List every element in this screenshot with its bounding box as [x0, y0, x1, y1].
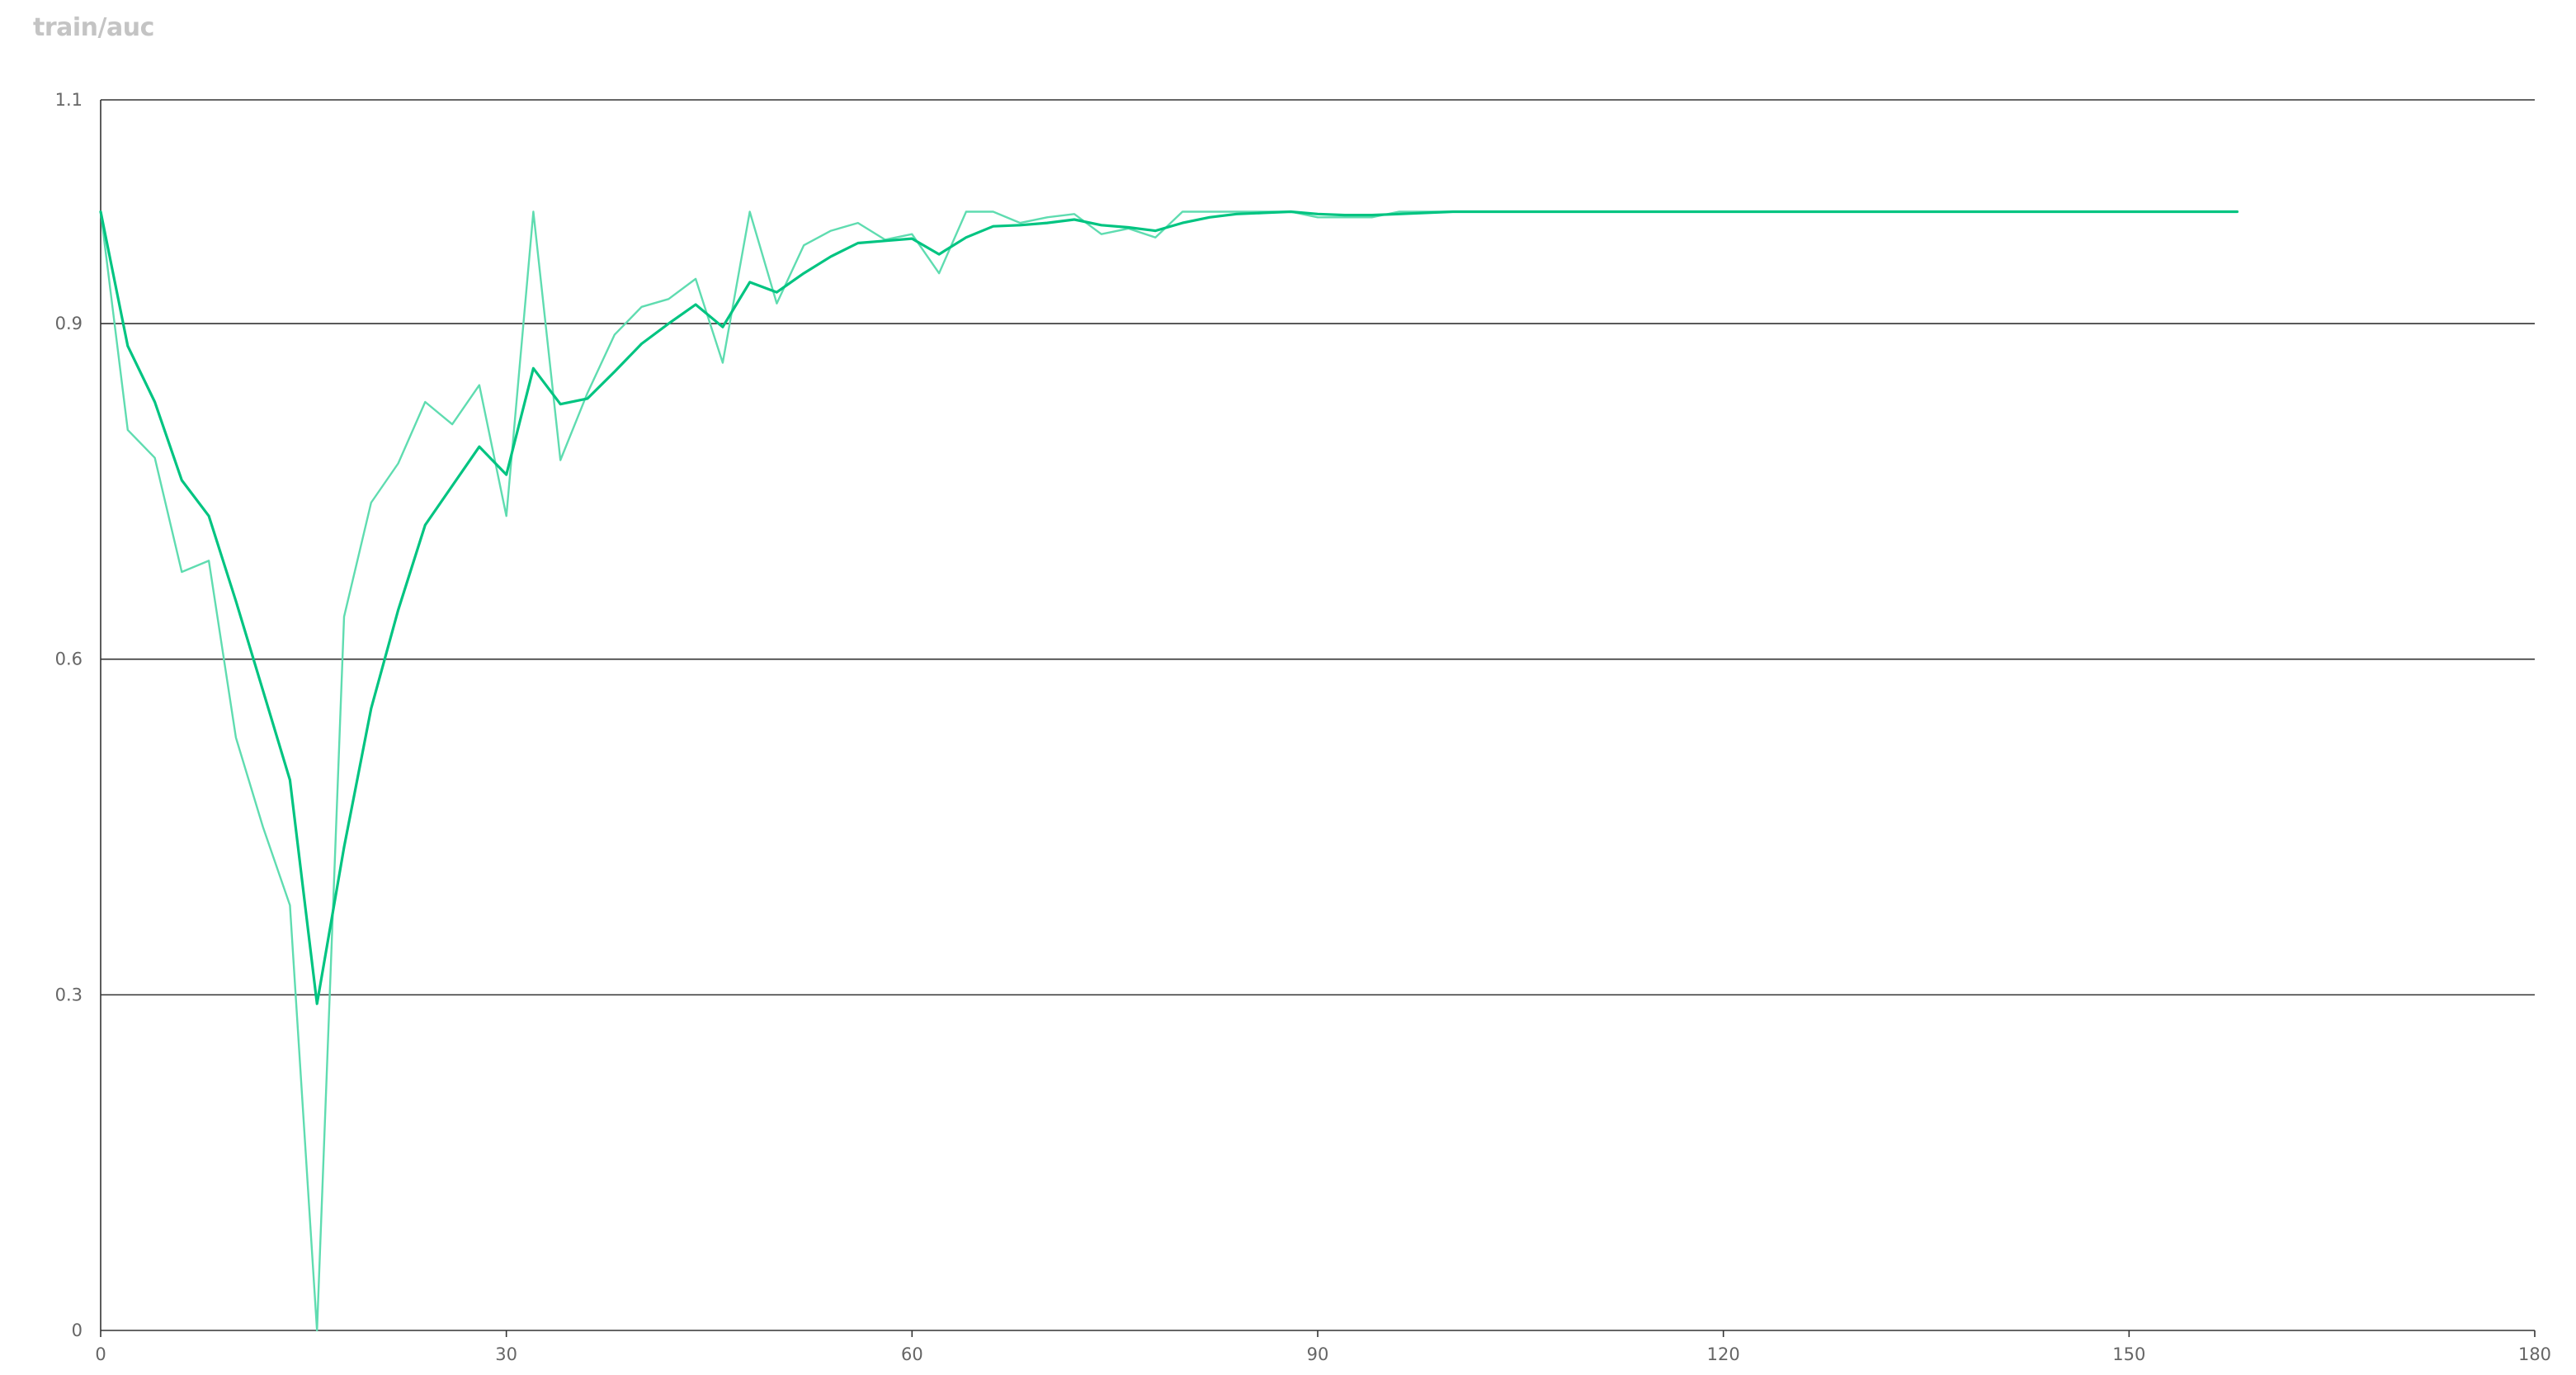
series-layer [99, 210, 2239, 1332]
series-line-raw [99, 210, 2239, 1332]
x-tick-label: 60 [901, 1344, 923, 1364]
x-tick-label: 120 [1707, 1344, 1740, 1364]
series-line-smoothed [99, 210, 2239, 1005]
y-tick-label: 1.1 [55, 90, 83, 110]
x-tick-label: 90 [1307, 1344, 1329, 1364]
y-tick-label: 0.6 [55, 650, 83, 669]
y-tick-label: 0.9 [55, 314, 83, 333]
x-tick-label: 150 [2112, 1344, 2145, 1364]
x-tick-label: 0 [95, 1344, 106, 1364]
chart-title: train/auc [33, 13, 154, 42]
grid-layer [101, 99, 2535, 996]
x-tick-label: 30 [495, 1344, 517, 1364]
axis-layer [100, 100, 2536, 1337]
y-tick-label: 0 [72, 1321, 83, 1340]
x-tick-label: 180 [2518, 1344, 2551, 1364]
y-tick-label: 0.3 [55, 985, 83, 1004]
tick-layer: 0 0.3 0.6 0.9 1.1 0 30 60 90 120 150 180 [55, 90, 2551, 1364]
